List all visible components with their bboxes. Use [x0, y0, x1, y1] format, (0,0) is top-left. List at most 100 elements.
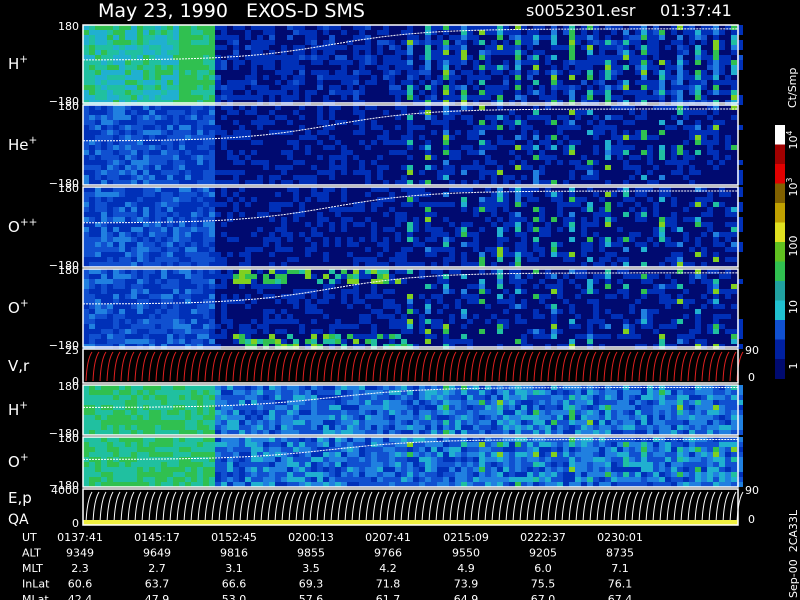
spectrogram-cell	[83, 420, 89, 425]
spectrogram-cell	[695, 339, 701, 344]
spectrogram-cell	[437, 294, 443, 299]
spectrogram-cell	[191, 50, 197, 55]
spectrogram-cell	[179, 105, 185, 110]
spectrogram-cell	[545, 192, 551, 197]
spectrogram-cell	[371, 339, 377, 344]
spectrogram-cell	[257, 175, 263, 180]
spectrogram-cell	[137, 395, 143, 400]
spectrogram-cell	[311, 294, 317, 299]
spectrogram-cell	[425, 55, 431, 60]
spectrogram-cell	[239, 95, 245, 100]
spectrogram-cell	[467, 405, 473, 410]
spectrogram-cell	[233, 60, 239, 65]
spectrogram-cell	[539, 227, 545, 232]
spectrogram-cell	[713, 237, 719, 242]
spectrogram-cell	[179, 324, 185, 329]
spectrogram-cell	[83, 227, 89, 232]
spectrogram-cell	[125, 289, 131, 294]
spectrogram-cell	[545, 180, 551, 185]
spectrogram-cell	[101, 289, 107, 294]
spectrogram-cell	[437, 40, 443, 45]
spectrogram-cell	[371, 105, 377, 110]
spectrogram-cell	[563, 125, 569, 130]
spectrogram-cell	[287, 314, 293, 319]
spectrogram-cell	[545, 105, 551, 110]
spectrogram-cell	[509, 120, 515, 125]
spectrogram-cell	[305, 90, 311, 95]
spectrogram-cell	[359, 110, 365, 115]
spectrogram-cell	[713, 294, 719, 299]
spectrogram-cell	[497, 415, 503, 420]
spectrogram-cell	[713, 165, 719, 170]
spectrogram-cell	[305, 299, 311, 304]
spectrogram-cell	[605, 425, 611, 430]
spectrogram-cell	[491, 25, 497, 30]
spectrogram-cell	[185, 45, 191, 50]
spectrogram-cell	[131, 212, 137, 217]
spectrogram-cell	[221, 319, 227, 324]
spectrogram-cell	[209, 242, 215, 247]
spectrogram-cell	[107, 324, 113, 329]
spectrogram-cell	[209, 30, 215, 35]
spectrogram-cell	[257, 40, 263, 45]
spectrogram-cell	[197, 30, 203, 35]
spectrogram-cell	[359, 274, 365, 279]
spectrogram-cell	[161, 242, 167, 247]
spectrogram-cell	[107, 289, 113, 294]
spectrogram-cell	[353, 105, 359, 110]
spectrogram-cell	[305, 274, 311, 279]
spectrogram-cell	[245, 135, 251, 140]
spectrogram-cell	[83, 425, 89, 430]
spectrogram-cell	[353, 284, 359, 289]
spectrogram-cell	[83, 217, 89, 222]
spectrogram-cell	[491, 430, 497, 435]
spectrogram-cell	[137, 314, 143, 319]
spectrogram-cell	[503, 60, 509, 65]
spectrogram-cell	[137, 247, 143, 252]
spectrogram-cell	[527, 140, 533, 145]
panel-label: O++	[8, 216, 37, 236]
spectrogram-cell	[257, 400, 263, 405]
spectrogram-cell	[389, 279, 395, 284]
spectrogram-cell	[149, 410, 155, 415]
spectrogram-cell	[221, 279, 227, 284]
spectrogram-cell	[605, 150, 611, 155]
spectrogram-cell	[557, 85, 563, 90]
spectrogram-cell	[239, 299, 245, 304]
spectrogram-cell	[605, 192, 611, 197]
spectrogram-cell	[179, 212, 185, 217]
spectrogram-cell	[587, 110, 593, 115]
spectrogram-cell	[221, 222, 227, 227]
spectrogram-cell	[83, 192, 89, 197]
spectrogram-cell	[479, 252, 485, 257]
spectrogram-cell	[179, 125, 185, 130]
spectrogram-cell	[707, 197, 713, 202]
spectrogram-cell	[89, 192, 95, 197]
spectrogram-cell	[143, 420, 149, 425]
spectrogram-cell	[173, 175, 179, 180]
spectrogram-cell	[677, 75, 683, 80]
spectrogram-cell	[101, 304, 107, 309]
spectrogram-cell	[137, 262, 143, 267]
spectrogram-cell	[407, 232, 413, 237]
spectrogram-cell	[143, 187, 149, 192]
spectrogram-cell	[197, 115, 203, 120]
spectrogram-cell	[203, 252, 209, 257]
spectrogram-cell	[95, 150, 101, 155]
spectrogram-cell	[455, 232, 461, 237]
spectrogram-cell	[455, 60, 461, 65]
spectrogram-cell	[137, 284, 143, 289]
spectrogram-cell	[713, 120, 719, 125]
y-tick-label: −180	[49, 95, 79, 108]
spectrogram-cell	[539, 410, 545, 415]
spectrogram-cell	[149, 415, 155, 420]
spectrogram-cell	[167, 314, 173, 319]
spectrogram-cell	[113, 65, 119, 70]
spectrogram-cell	[509, 299, 515, 304]
spectrogram-cell	[251, 50, 257, 55]
spectrogram-cell	[179, 80, 185, 85]
spectrogram-cell	[503, 324, 509, 329]
spectrogram-cell	[461, 339, 467, 344]
spectrogram-cell	[599, 207, 605, 212]
spectrogram-cell	[89, 425, 95, 430]
